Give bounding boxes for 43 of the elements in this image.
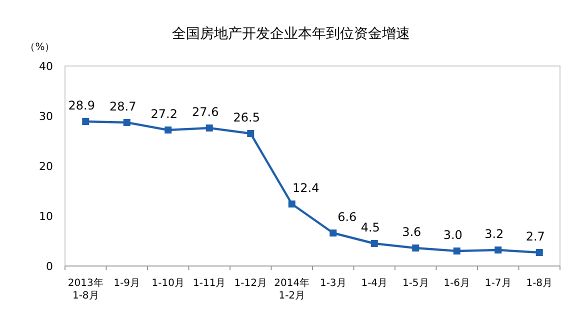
y-tick-label: 40 (39, 60, 53, 73)
point (536, 249, 543, 256)
x-tick-label: 1-7月 (484, 278, 512, 289)
y-tick-label: 30 (39, 110, 53, 123)
y-tick-label: 0 (46, 260, 53, 273)
point (123, 119, 130, 126)
point (412, 244, 420, 252)
x-tick-label: 1-12月 (234, 278, 267, 289)
data-label: 3.0 (443, 228, 462, 242)
data-label: 27.2 (150, 107, 178, 121)
x-tick-label: 1-10月 (152, 278, 184, 289)
data-label: 3.6 (402, 225, 422, 239)
data-label: 28.9 (68, 98, 95, 112)
data-label: 28.7 (110, 100, 136, 114)
point (164, 126, 172, 134)
point (82, 118, 90, 125)
x-tick-label: 1-5月 (402, 278, 429, 289)
point (206, 124, 213, 132)
x-tick-label: 2014年 1-2月 (274, 277, 310, 302)
data-label: 3.2 (484, 227, 504, 241)
x-tick-label: 1-11月 (193, 278, 226, 289)
data-label: 6.6 (338, 210, 357, 224)
y-tick-label: 10 (39, 210, 53, 223)
point (330, 230, 337, 236)
point (370, 240, 378, 247)
data-label: 4.5 (360, 220, 380, 234)
point (247, 130, 254, 137)
x-tick-label: 1-3月 (320, 278, 346, 289)
data-label: 26.5 (233, 110, 260, 124)
chart-title: 全国房地产开发企业本年到位资金增速 (172, 26, 410, 42)
data-label: 2.7 (526, 230, 545, 244)
x-tick-label: 1-9月 (114, 278, 140, 289)
data-label: 12.4 (292, 181, 320, 195)
data-label: 27.6 (192, 105, 219, 119)
x-tick-label: 1-8月 (526, 278, 553, 289)
x-tick-label: 2013年 1-8月 (68, 277, 104, 302)
y-axis-title: （%） (25, 42, 55, 53)
point (494, 246, 502, 254)
y-tick-label: 20 (39, 160, 53, 173)
point (453, 248, 460, 254)
point (288, 200, 296, 208)
x-tick-label: 1-4月 (361, 278, 388, 289)
x-tick-label: 1-6月 (444, 278, 470, 289)
